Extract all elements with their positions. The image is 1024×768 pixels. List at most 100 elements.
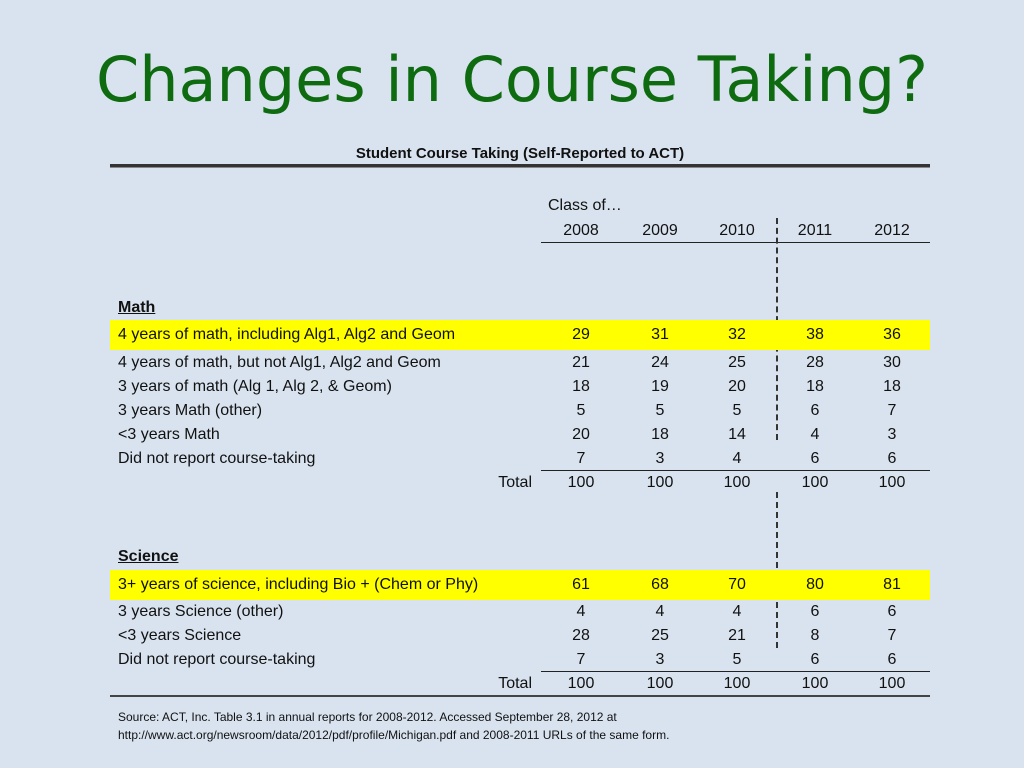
cell-2010: 20 <box>728 378 746 395</box>
table-row-highlighted: 3+ years of science, including Bio + (Ch… <box>110 570 930 600</box>
cell-2009: 4 <box>655 603 665 620</box>
cell-2011: 18 <box>806 378 824 395</box>
year-header: 2009 <box>642 222 678 239</box>
cell-2009: 100 <box>646 474 674 491</box>
cell-2011: 6 <box>810 603 820 620</box>
cell-2012: 6 <box>887 651 897 668</box>
cell-2011: 4 <box>810 426 820 443</box>
year-header: 2012 <box>874 222 910 239</box>
cell-2009: 19 <box>651 378 669 395</box>
total-rule <box>541 671 930 672</box>
cell-2012: 36 <box>883 326 901 343</box>
cell-2010: 70 <box>728 576 746 593</box>
cell-2009: 25 <box>651 627 669 644</box>
cell-2012: 100 <box>878 675 906 692</box>
class-of-label: Class of… <box>548 197 622 214</box>
row-label: Did not report course-taking <box>118 651 316 668</box>
cell-2008: 28 <box>572 627 590 644</box>
cell-2008: 7 <box>576 450 586 467</box>
cell-2009: 68 <box>651 576 669 593</box>
cell-2010: 32 <box>728 326 746 343</box>
cell-2008: 29 <box>572 326 590 343</box>
cell-2011: 6 <box>810 651 820 668</box>
source-line-2: http://www.act.org/newsroom/data/2012/pd… <box>118 728 670 742</box>
total-row: Total 100 100 100 100 100 <box>110 672 930 696</box>
year-header: 2010 <box>719 222 755 239</box>
table-row: 3 years Math (other) 5 5 5 6 7 <box>110 399 930 423</box>
table-title: Student Course Taking (Self-Reported to … <box>355 145 685 162</box>
table-bottom-rule <box>110 695 930 697</box>
row-label: 4 years of math, but not Alg1, Alg2 and … <box>118 354 441 371</box>
cell-2009: 100 <box>646 675 674 692</box>
cell-2009: 24 <box>651 354 669 371</box>
cell-2009: 3 <box>655 651 665 668</box>
cell-2011: 38 <box>806 326 824 343</box>
cell-2008: 18 <box>572 378 590 395</box>
total-rule <box>541 470 930 471</box>
table-row: 4 years of math, but not Alg1, Alg2 and … <box>110 351 930 375</box>
cell-2012: 3 <box>887 426 897 443</box>
table-row: 3 years of math (Alg 1, Alg 2, & Geom) 1… <box>110 375 930 399</box>
cell-2011: 100 <box>801 474 829 491</box>
cell-2012: 30 <box>883 354 901 371</box>
cell-2010: 100 <box>723 474 751 491</box>
cell-2008: 21 <box>572 354 590 371</box>
source-line-1: Source: ACT, Inc. Table 3.1 in annual re… <box>118 710 617 724</box>
cell-2012: 81 <box>883 576 901 593</box>
table-top-rule <box>110 164 930 168</box>
cell-2010: 100 <box>723 675 751 692</box>
cell-2011: 100 <box>801 675 829 692</box>
cell-2008: 61 <box>572 576 590 593</box>
cell-2011: 6 <box>810 402 820 419</box>
cell-2009: 18 <box>651 426 669 443</box>
cell-2012: 7 <box>887 402 897 419</box>
total-row: Total 100 100 100 100 100 <box>110 471 930 495</box>
row-label: 3 years of math (Alg 1, Alg 2, & Geom) <box>118 378 392 395</box>
cell-2010: 5 <box>732 402 742 419</box>
table-row: 3 years Science (other) 4 4 4 6 6 <box>110 600 930 624</box>
cell-2011: 6 <box>810 450 820 467</box>
cell-2011: 28 <box>806 354 824 371</box>
cell-2008: 7 <box>576 651 586 668</box>
cell-2010: 4 <box>732 450 742 467</box>
cell-2008: 5 <box>576 402 586 419</box>
table-row: <3 years Math 20 18 14 4 3 <box>110 423 930 447</box>
cell-2012: 18 <box>883 378 901 395</box>
year-header: 2008 <box>563 222 599 239</box>
cell-2010: 4 <box>732 603 742 620</box>
science-heading: Science <box>118 548 179 565</box>
row-label: 4 years of math, including Alg1, Alg2 an… <box>118 326 456 343</box>
cell-2010: 5 <box>732 651 742 668</box>
slide-title: Changes in Course Taking? <box>95 43 929 116</box>
cell-2011: 8 <box>810 627 820 644</box>
row-label: <3 years Math <box>118 426 220 443</box>
cell-2011: 80 <box>806 576 824 593</box>
table-row: Did not report course-taking 7 3 4 6 6 <box>110 447 930 471</box>
total-label: Total <box>498 675 532 692</box>
year-header-rule <box>541 242 930 243</box>
row-label: <3 years Science <box>118 627 242 644</box>
cell-2010: 21 <box>728 627 746 644</box>
cell-2008: 4 <box>576 603 586 620</box>
cell-2009: 5 <box>655 402 665 419</box>
cell-2008: 100 <box>567 474 595 491</box>
total-label: Total <box>498 474 532 491</box>
row-label: 3+ years of science, including Bio + (Ch… <box>118 576 479 593</box>
cell-2009: 3 <box>655 450 665 467</box>
table-row: Did not report course-taking 7 3 5 6 6 <box>110 648 930 672</box>
row-label: Did not report course-taking <box>118 450 316 467</box>
cell-2012: 100 <box>878 474 906 491</box>
math-heading: Math <box>118 299 156 316</box>
cell-2009: 31 <box>651 326 669 343</box>
cell-2008: 100 <box>567 675 595 692</box>
cell-2012: 7 <box>887 627 897 644</box>
source-note: Source: ACT, Inc. Table 3.1 in annual re… <box>118 708 918 744</box>
cell-2010: 25 <box>728 354 746 371</box>
table-row-highlighted: 4 years of math, including Alg1, Alg2 an… <box>110 320 930 350</box>
cell-2012: 6 <box>887 450 897 467</box>
year-header: 2011 <box>797 222 833 239</box>
table-row: <3 years Science 28 25 21 8 7 <box>110 624 930 648</box>
cell-2010: 14 <box>728 426 746 443</box>
cell-2012: 6 <box>887 603 897 620</box>
row-label: 3 years Science (other) <box>118 603 284 620</box>
